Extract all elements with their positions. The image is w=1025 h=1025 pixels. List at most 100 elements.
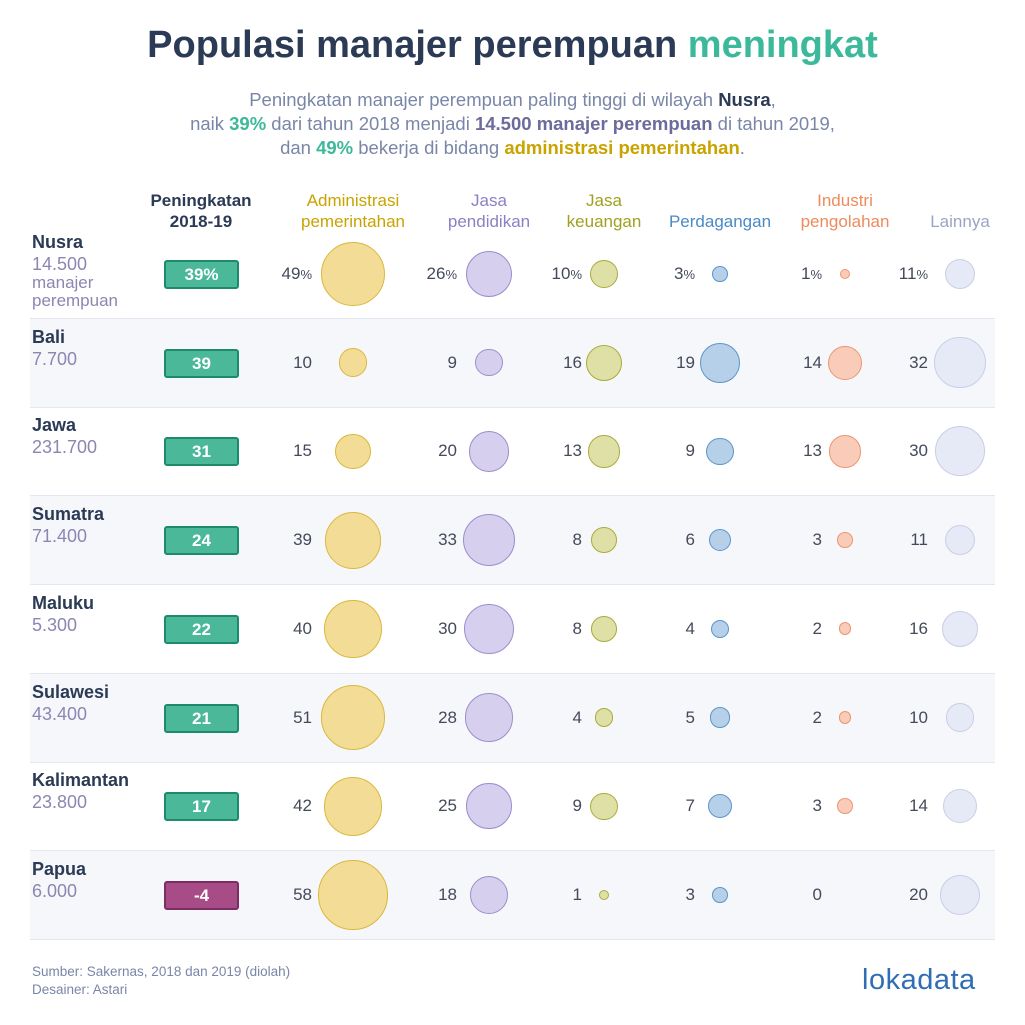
bubble-pend [464,603,514,654]
value-label-dag: 7 [685,796,695,816]
title-main: Populasi manajer perempuan [147,24,688,66]
value-label-pend: 33 [438,530,457,550]
value-label-pend: 26% [426,264,457,283]
bubble-pend [469,875,509,915]
value-label-lain: 10 [909,707,928,727]
value-label-adm: 10 [293,352,312,372]
increase-badge: 31 [164,437,239,467]
title-highlight: meningkat [687,24,878,66]
region-population: 43.400 [32,703,88,724]
bubble-dag [709,707,731,728]
bubble-lain [944,525,976,556]
subtitle-line-3: dan 49% bekerja di bidang administrasi p… [280,137,745,158]
value-label-ind: 1% [800,264,822,283]
bubble-dag [708,528,732,552]
region-population: 231.700 [32,437,98,458]
increase-badge: 39% [164,260,239,289]
value-label-adm: 51 [293,707,312,727]
column-header-line: Jasa [471,191,507,210]
bubble-adm [338,348,368,378]
population-note: manajer [32,273,94,292]
value-label-ind: 2 [812,707,822,727]
bubble-adm [335,433,371,469]
region-name: Nusra [32,232,84,252]
value-label-pend: 28 [438,707,457,727]
bubble-lain [934,336,986,389]
bubble-ind [837,798,853,815]
region-name: Sulawesi [32,681,110,702]
value-label-adm: 49% [281,264,312,283]
region-population: 7.700 [32,348,78,369]
value-label-dag: 3% [673,264,695,283]
table-row-background [30,762,995,852]
value-label-ind: 2 [812,618,822,638]
bubble-adm [324,600,382,658]
bubble-ind [840,269,850,279]
value-label-pend: 30 [438,618,457,638]
bubble-lain [944,258,976,290]
column-header-line: pengolahan [800,212,890,231]
bubble-keu [599,889,609,900]
subtitle-line-2: naik 39% dari tahun 2018 menjadi 14.500 … [190,113,835,134]
value-label-adm: 15 [293,441,312,461]
bubble-ind [838,711,852,724]
value-label-adm: 58 [293,884,312,904]
percent-sign: % [300,267,312,282]
bubble-dag [707,794,733,819]
value-label-ind: 0 [812,884,822,904]
column-header-line: Industri [817,191,873,210]
increase-badge: 39 [164,348,239,378]
bubble-keu [591,615,617,642]
bubble-ind [827,345,863,380]
bubble-lain [935,426,985,477]
percent-sign: % [445,267,457,282]
column-header-line: keuangan [566,212,642,231]
bubble-dag [712,887,728,903]
bubble-pend [466,783,512,829]
region-name: Sumatra [32,504,105,525]
column-header-line: pemerintahan [301,212,405,231]
region-name: Maluku [32,592,95,613]
value-label-keu: 9 [572,796,582,816]
value-label-adm: 40 [293,618,312,638]
value-label-lain: 11% [898,264,928,283]
value-label-adm: 42 [293,796,312,816]
value-label-pend: 25 [438,796,457,816]
value-label-ind: 14 [803,352,822,372]
column-header-line: Perdagangan [668,212,772,231]
value-label-keu: 16 [563,352,582,372]
table-row-background [30,407,995,497]
bubble-ind [828,434,862,468]
value-label-ind: 3 [812,530,822,550]
column-header-keu: Jasa keuangan [529,190,679,232]
region-name: Papua [32,858,87,879]
value-label-lain: 16 [909,618,928,638]
bubble-adm [321,242,385,306]
bubble-adm [320,685,386,750]
bubble-lain [945,703,975,732]
bubble-keu [594,708,614,727]
column-header-lain: Lainnya [885,211,1025,232]
chart-title: Populasi manajer perempuan meningkat [0,24,1025,67]
value-label-dag: 3 [685,884,695,904]
value-label-keu: 1 [572,884,582,904]
region-name: Bali [32,326,66,347]
bubble-keu [591,527,617,553]
region-population: 6.000 [32,880,78,901]
value-label-lain: 32 [909,352,928,372]
region-population: 23.800 [32,792,88,813]
region-population: 71.400 [32,526,88,547]
bubble-keu [590,792,618,820]
increase-badge: -4 [164,880,239,910]
bubble-dag [712,266,728,282]
value-label-lain: 20 [909,884,928,904]
column-header-dag: Perdagangan [645,211,795,232]
subtitle-line-1: Peningkatan manajer perempuan paling tin… [249,89,776,110]
region-population: 5.300 [32,614,78,635]
bubble-pend [462,513,516,567]
bubble-adm [324,511,382,569]
bubble-pend [464,693,514,742]
value-label-keu: 10% [551,264,582,283]
value-label-lain: 14 [909,796,928,816]
column-header-inc: Peningkatan 2018-19 [126,190,276,232]
